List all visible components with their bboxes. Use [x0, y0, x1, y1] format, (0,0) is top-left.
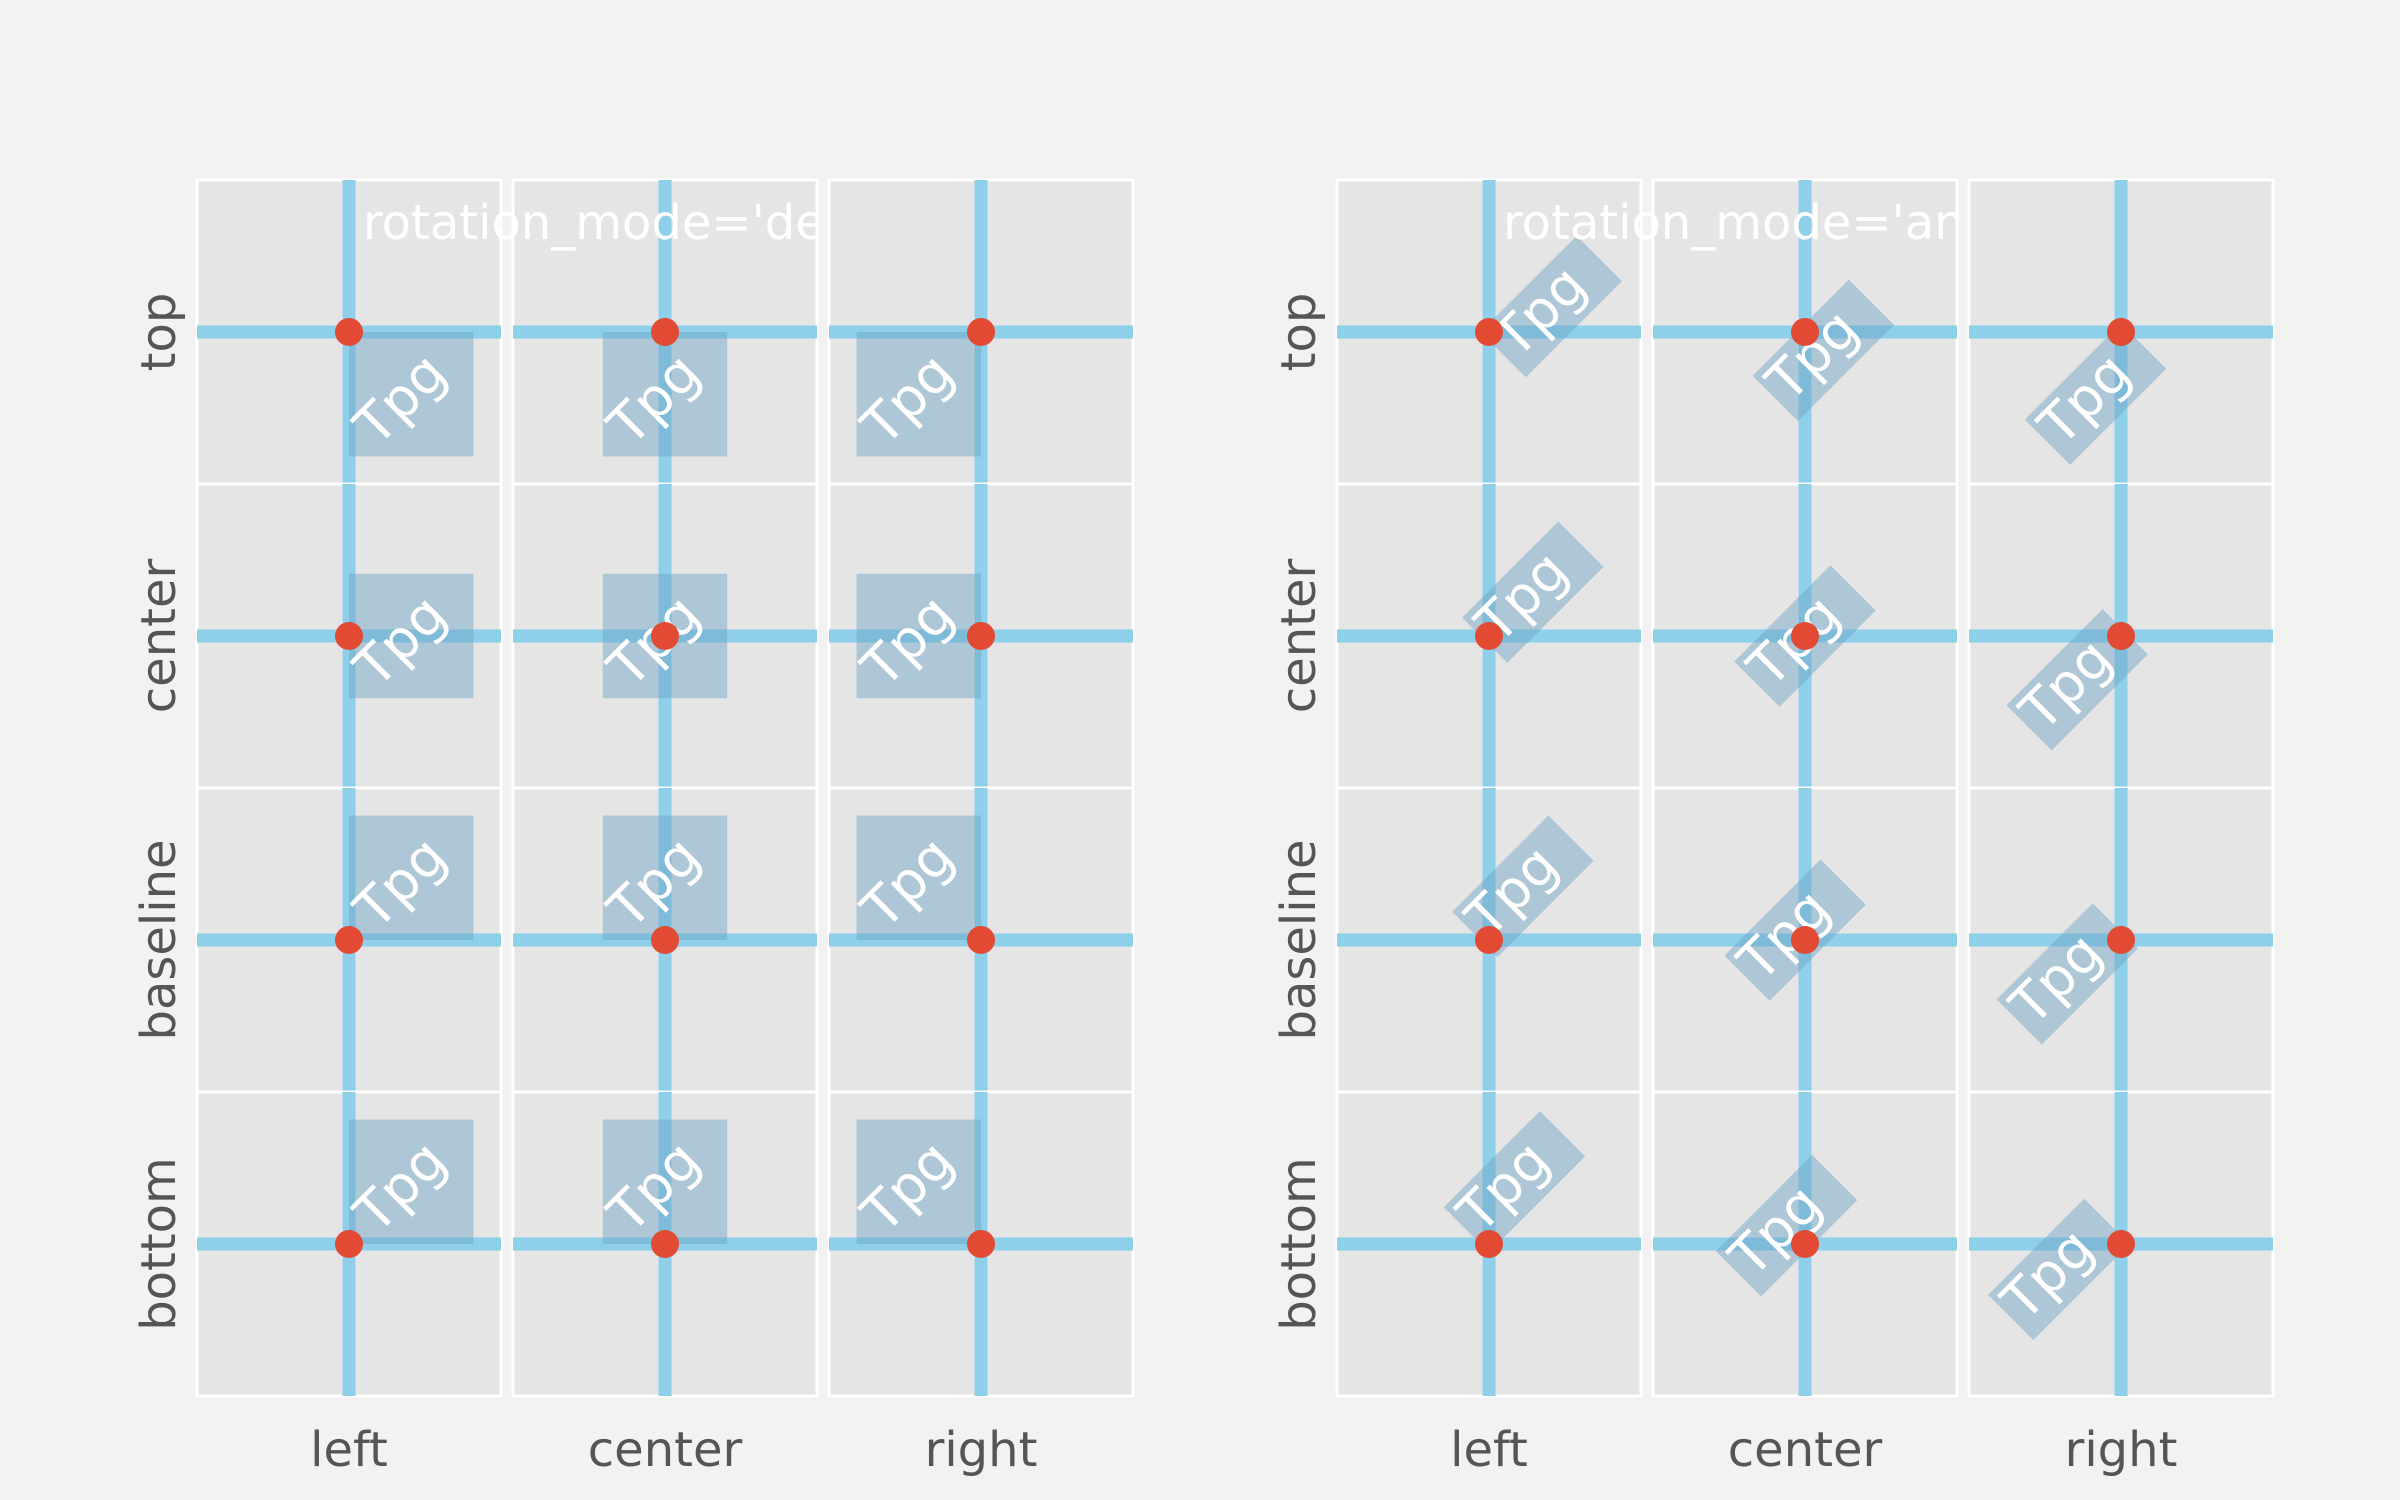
- anchor-point: [1791, 622, 1819, 650]
- text-bbox: [349, 815, 474, 940]
- anchor-point: [335, 318, 363, 346]
- anchor-point: [335, 622, 363, 650]
- anchor-point: [1475, 1230, 1503, 1258]
- anchor-point: [1791, 1230, 1819, 1258]
- text-bbox: [856, 332, 981, 457]
- text-bbox: [1452, 815, 1594, 957]
- text-bbox: [856, 815, 981, 940]
- text-bbox: [602, 815, 728, 940]
- row-label-bottom: bottom: [1271, 1157, 1327, 1331]
- anchor-point: [335, 926, 363, 954]
- anchor-point: [1475, 926, 1503, 954]
- column-label-right: right: [925, 1422, 1038, 1478]
- anchor-point: [2107, 926, 2135, 954]
- text-bbox: [602, 332, 728, 457]
- text-bbox: [856, 1119, 981, 1244]
- text-bbox: [2024, 323, 2167, 465]
- column-label-center: center: [1728, 1422, 1883, 1478]
- anchor-point: [2107, 622, 2135, 650]
- row-label-center: center: [131, 559, 187, 714]
- anchor-point: [1791, 926, 1819, 954]
- anchor-point: [967, 622, 995, 650]
- row-label-top: top: [131, 293, 187, 372]
- anchor-point: [967, 926, 995, 954]
- text-bbox: [1752, 279, 1895, 422]
- text-bbox: [349, 573, 474, 699]
- row-label-top: top: [1271, 293, 1327, 372]
- anchor-point: [967, 1230, 995, 1258]
- column-label-left: left: [1450, 1422, 1528, 1478]
- text-bbox: [1480, 235, 1622, 378]
- subplot-title: rotation_mode='anchor': [1503, 195, 2084, 251]
- anchor-point: [2107, 318, 2135, 346]
- anchor-point: [967, 318, 995, 346]
- text-bbox: [349, 332, 474, 457]
- text-bbox: [856, 573, 981, 699]
- row-label-baseline: baseline: [131, 839, 187, 1040]
- text-bbox: [1724, 859, 1866, 1001]
- anchor-point: [335, 1230, 363, 1258]
- text-bbox: [1988, 1198, 2130, 1341]
- text-bbox: [1715, 1154, 1858, 1297]
- text-bbox: [602, 1119, 728, 1244]
- anchor-point: [651, 926, 679, 954]
- anchor-point: [1791, 318, 1819, 346]
- column-label-right: right: [2065, 1422, 2178, 1478]
- row-label-bottom: bottom: [131, 1157, 187, 1331]
- text-bbox: [1443, 1111, 1586, 1253]
- anchor-point: [651, 622, 679, 650]
- subplot-title: rotation_mode='default': [363, 195, 947, 251]
- anchor-point: [651, 318, 679, 346]
- column-label-left: left: [310, 1422, 388, 1478]
- text-bbox: [1996, 903, 2138, 1045]
- anchor-point: [2107, 1230, 2135, 1258]
- column-label-center: center: [588, 1422, 743, 1478]
- anchor-point: [1475, 318, 1503, 346]
- anchor-point: [1475, 622, 1503, 650]
- row-label-baseline: baseline: [1271, 839, 1327, 1040]
- row-label-center: center: [1271, 559, 1327, 714]
- anchor-point: [651, 1230, 679, 1258]
- text-bbox: [349, 1119, 474, 1244]
